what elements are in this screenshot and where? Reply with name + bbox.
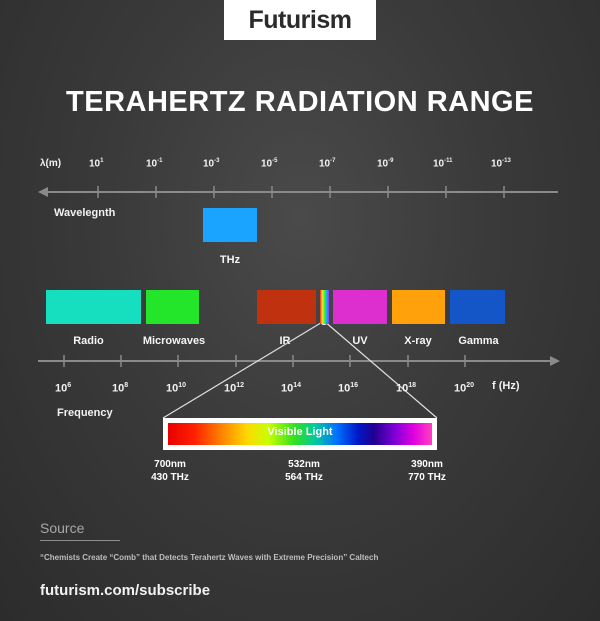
band-label-radio: Radio bbox=[73, 335, 104, 347]
subscribe-link[interactable]: futurism.com/subscribe bbox=[40, 582, 211, 599]
visible-wavelength: 532nm bbox=[288, 459, 320, 470]
visible-spectrum-gradient bbox=[168, 423, 432, 445]
wavelength-tick: 10-13 bbox=[491, 158, 511, 170]
frequency-tick: 1014 bbox=[281, 382, 302, 395]
visible-frequency: 564 THz bbox=[285, 472, 323, 483]
visible-wavelength: 700nm bbox=[154, 459, 186, 470]
wavelength-axis-name: Wavelegnth bbox=[54, 207, 116, 219]
visible-frequency: 770 THz bbox=[408, 472, 446, 483]
visible-wavelength: 390nm bbox=[411, 459, 443, 470]
wavelength-tick: 10-3 bbox=[203, 158, 220, 170]
frequency-axis-name: Frequency bbox=[57, 407, 113, 419]
wavelength-unit-label: λ(m) bbox=[40, 158, 62, 169]
visible-light-label: Visible Light bbox=[267, 426, 333, 438]
band-xray bbox=[392, 290, 445, 324]
band-visible-slice bbox=[320, 290, 329, 324]
logo-text: Futurism bbox=[248, 5, 352, 34]
wavelength-tick: 101 bbox=[89, 158, 104, 170]
visible-point-532nm: 532nm 564 THz bbox=[274, 458, 334, 484]
band-ir bbox=[257, 290, 316, 324]
frequency-tick: 1012 bbox=[224, 382, 245, 395]
band-uv bbox=[333, 290, 387, 324]
wavelength-tick: 10-5 bbox=[261, 158, 278, 170]
band-label-microwaves: Microwaves bbox=[142, 335, 206, 347]
band-label-uv: UV bbox=[352, 335, 368, 347]
frequency-tick: 1018 bbox=[396, 382, 417, 395]
wavelength-tick: 10-7 bbox=[319, 158, 336, 170]
zoom-line-right bbox=[323, 320, 438, 419]
frequency-tick: 108 bbox=[112, 382, 129, 395]
frequency-tick: 1020 bbox=[454, 382, 475, 395]
futurism-logo: Futurism bbox=[224, 0, 376, 40]
frequency-unit-label: f (Hz) bbox=[492, 380, 520, 392]
thz-band-label: THz bbox=[219, 254, 241, 266]
frequency-tick: 106 bbox=[55, 382, 72, 395]
frequency-axis-ticks bbox=[63, 355, 466, 367]
frequency-axis-arrow bbox=[550, 356, 560, 366]
thz-band bbox=[203, 208, 257, 242]
wavelength-axis-ticks bbox=[97, 186, 505, 198]
zoom-line-left bbox=[162, 320, 325, 419]
band-gamma bbox=[450, 290, 505, 324]
source-citation: “Chemists Create “Comb” that Detects Ter… bbox=[40, 553, 379, 562]
band-microwaves bbox=[146, 290, 199, 324]
page-title: TERAHERTZ RADIATION RANGE bbox=[66, 86, 534, 118]
wavelength-tick: 10-9 bbox=[377, 158, 394, 170]
frequency-tick: 1010 bbox=[166, 382, 187, 395]
visible-frequency: 430 THz bbox=[151, 472, 189, 483]
frequency-tick: 1016 bbox=[338, 382, 359, 395]
band-label-gamma: Gamma bbox=[458, 335, 499, 347]
wavelength-tick: 10-11 bbox=[433, 158, 453, 170]
band-label-ir: IR bbox=[279, 335, 291, 347]
visible-point-700nm: 700nm 430 THz bbox=[140, 458, 200, 484]
band-radio bbox=[46, 290, 141, 324]
band-label-xray: X-ray bbox=[404, 335, 432, 347]
wavelength-axis-arrow bbox=[38, 187, 48, 197]
visible-point-390nm: 390nm 770 THz bbox=[397, 458, 457, 484]
wavelength-tick: 10-1 bbox=[146, 158, 163, 170]
source-heading: Source bbox=[40, 520, 85, 536]
source-divider bbox=[40, 540, 120, 541]
